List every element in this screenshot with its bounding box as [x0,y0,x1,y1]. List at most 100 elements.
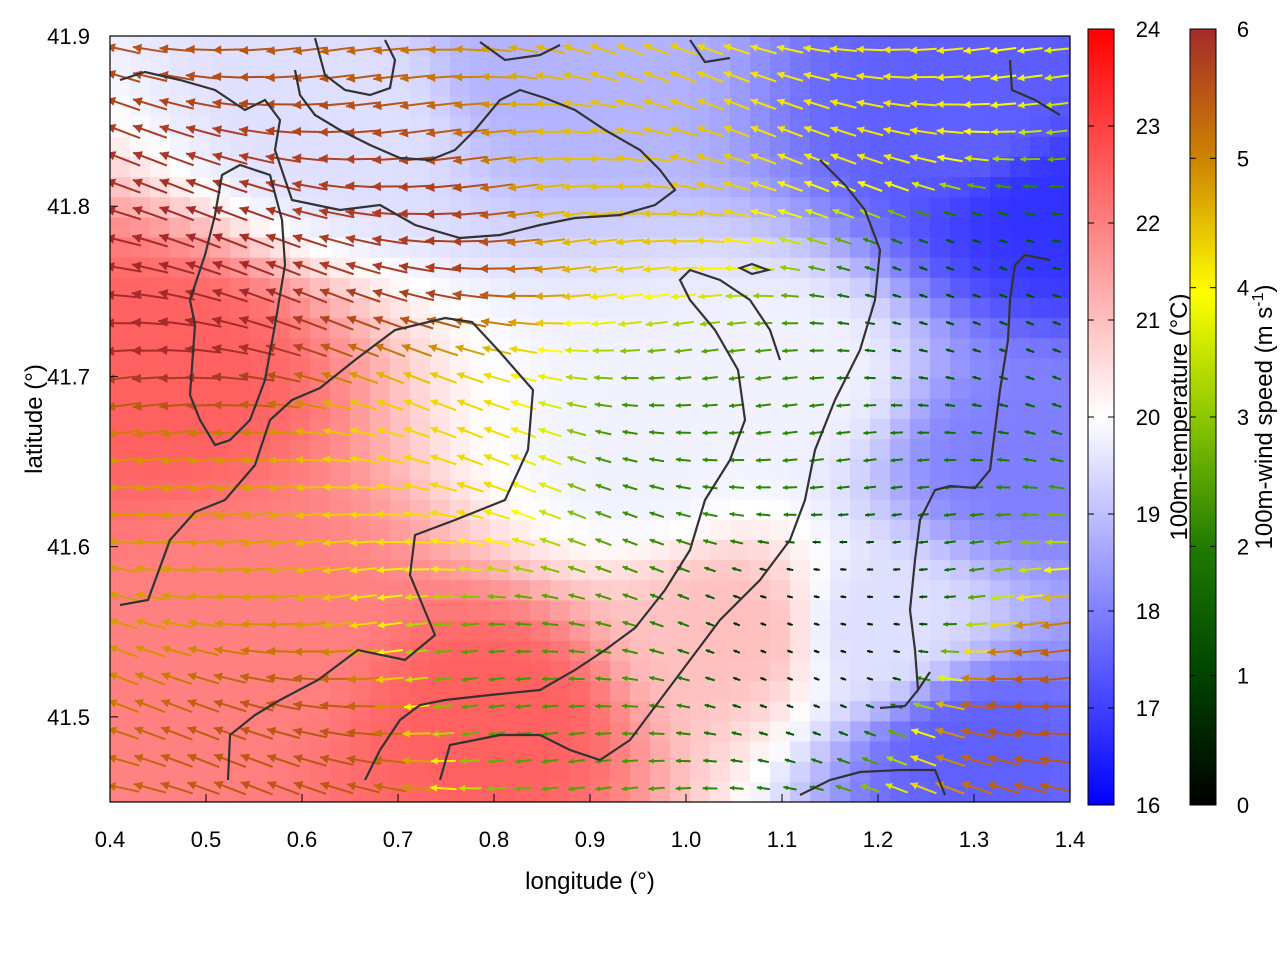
terrain-contour-line [879,253,1051,710]
heatmap-cell [950,298,971,319]
heatmap-cell [710,419,731,440]
heatmap-cell [930,519,951,541]
heatmap-cell [930,439,951,460]
heatmap-cell [350,217,371,239]
heatmap-cell [690,640,711,662]
wind-vector-head [454,45,463,54]
heatmap-cell [430,721,451,743]
heatmap-cell [690,217,711,239]
heatmap-cell [670,36,691,57]
heatmap-cell [170,439,191,460]
wind-vector-head [733,594,737,599]
wind-vector-head [540,565,547,572]
wind-vector-head [295,427,304,436]
heatmap-cell [470,640,491,662]
heatmap-cell [590,96,611,118]
heatmap-cell [510,741,531,763]
wind-vector-head [321,371,331,380]
wind-vector-head [292,126,302,137]
heatmap-cell [610,96,631,118]
wind-vector-head [830,126,839,134]
heatmap-cell [730,479,751,501]
heatmap-cell [690,781,711,802]
wind-vector-head [239,152,249,162]
heatmap-cell [830,197,851,219]
heatmap-cell [690,600,711,622]
wind-vector-head [860,784,868,790]
heatmap-cell [790,257,811,279]
wind-vector-head [403,510,411,518]
heatmap-cell [170,539,191,561]
wind-vector-head [538,427,546,435]
wind-vector-head [809,292,815,299]
heatmap-cell [850,237,871,259]
wind-vector-head [622,565,629,571]
wind-vector-head [212,71,222,82]
heatmap-cell [930,237,951,259]
wind-vector-head [110,483,117,492]
wind-vector-head [945,348,950,353]
heatmap-cell [390,660,411,682]
heatmap-cell [890,721,911,743]
wind-vector-head [134,456,143,466]
heatmap-cell [670,479,691,501]
heatmap-cell [870,378,891,400]
wind-vector-head [507,291,516,301]
heatmap-cell [770,600,791,622]
heatmap-cell [270,378,291,400]
wind-vector-head [621,375,627,381]
heatmap-cell [1010,36,1031,57]
heatmap-cell [490,156,511,178]
heatmap-cell [570,277,591,299]
wind-vector-head [426,100,436,110]
heatmap-cell [950,539,971,561]
heatmap-cell [490,741,511,763]
wind-vector-head [866,567,870,572]
wind-vector-head [733,677,737,681]
wind-vector-head [479,237,489,247]
wind-vector-head [567,537,574,544]
heatmap-cell [1050,660,1070,682]
wind-vector-head [911,728,919,736]
heatmap-cell [210,459,231,481]
heatmap-cell [470,539,491,561]
wind-vector-head [935,727,944,736]
heatmap-cell [1050,499,1070,521]
wind-vector-head [616,98,625,107]
wind-vector-head [562,127,570,136]
wind-vector-head [402,729,410,738]
heatmap-cell [390,136,411,158]
wind-vector-head [268,566,277,575]
wind-vector-head [909,100,918,108]
wind-vector-head [837,320,842,326]
heatmap-cell [610,358,631,380]
heatmap-cell [530,560,551,581]
heatmap-cell [810,398,831,420]
wind-vector-head [937,154,945,162]
heatmap-cell [470,459,491,481]
wind-vector-head [568,620,575,627]
wind-vector-head [430,565,438,573]
heatmap-cell [710,560,731,581]
heatmap-cell [570,620,591,642]
heatmap-cell [190,761,211,783]
wind-vector-head [893,622,897,626]
wind-vector-head [919,622,923,627]
wind-vector-head [403,454,412,462]
heatmap-cell [250,600,271,622]
heatmap-cell [890,459,911,481]
wind-vector-head [372,154,382,165]
wind-vector-head [840,595,844,599]
wind-vector-head [346,73,356,83]
wind-vector-head [345,207,355,218]
wind-vector-head [595,731,601,737]
heatmap-cell [970,419,991,440]
wind-vector-head [621,730,627,737]
wind-vector-head [944,430,949,435]
wind-vector-head [346,315,357,325]
wind-vector-head [541,758,548,765]
heatmap-cell [490,620,511,642]
wind-vector-head [971,403,976,408]
wind-vector-head [892,266,897,271]
wind-vector-head [239,206,250,216]
